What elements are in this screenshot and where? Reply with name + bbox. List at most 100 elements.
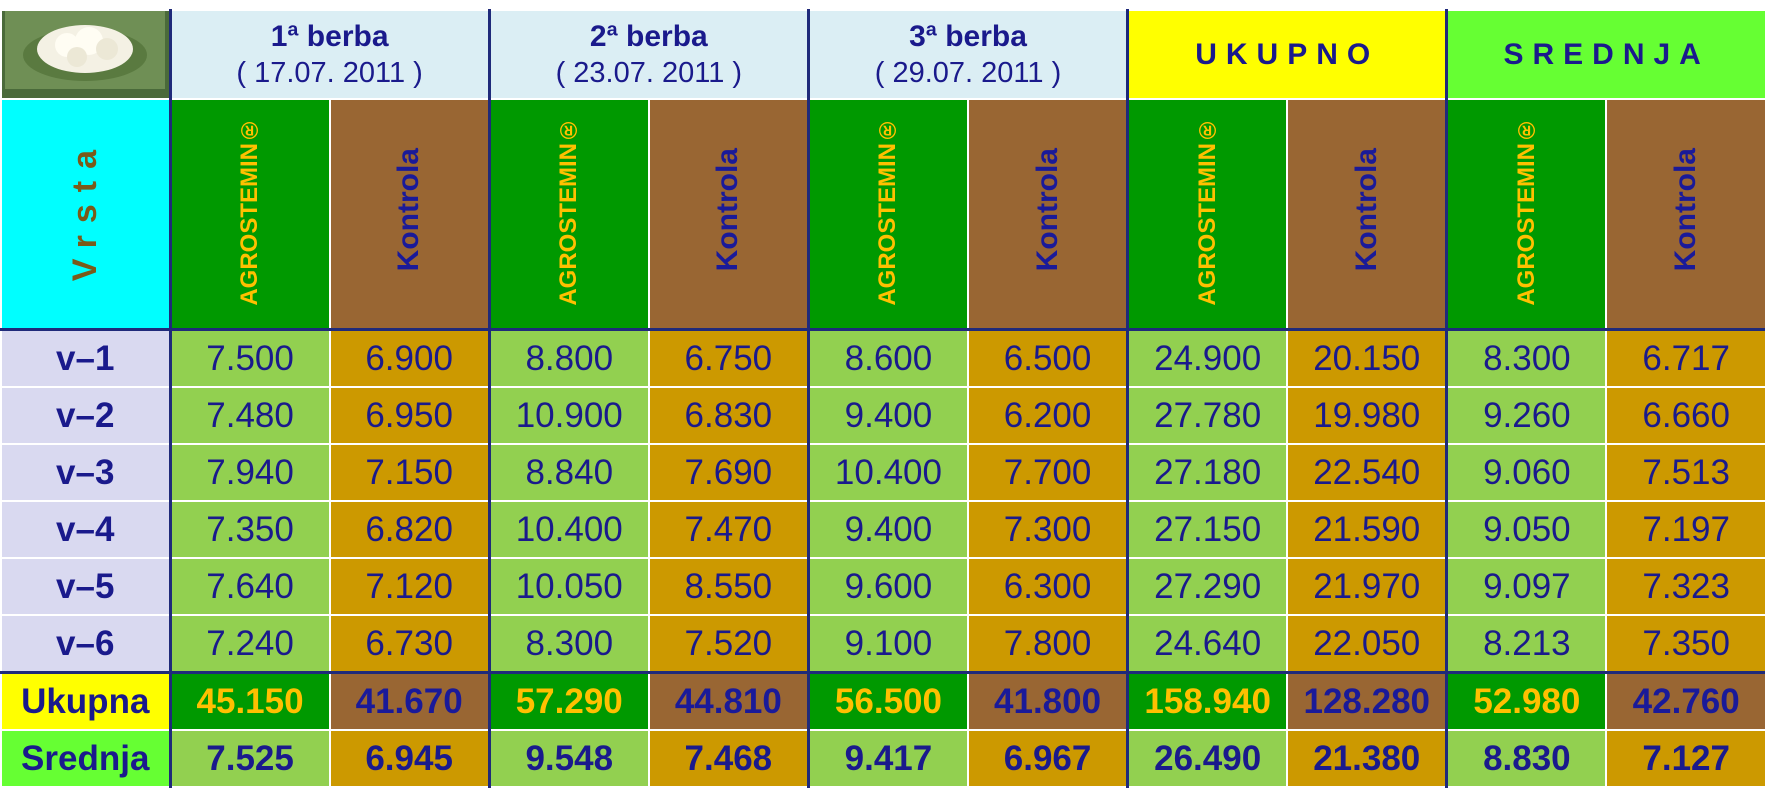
cell: 22.540 xyxy=(1287,444,1447,501)
cell: 7.500 xyxy=(170,330,330,388)
group-header: 3ª berba( 29.07. 2011 ) xyxy=(808,10,1127,99)
group-date: ( 29.07. 2011 ) xyxy=(810,55,1126,91)
cell: 9.400 xyxy=(808,501,968,558)
cell: 21.590 xyxy=(1287,501,1447,558)
cell: 10.400 xyxy=(808,444,968,501)
group-header: 2ª berba( 23.07. 2011 ) xyxy=(489,10,808,99)
cell: 8.550 xyxy=(649,558,809,615)
column-header: AGROSTEMIN® xyxy=(489,99,649,330)
cell: 22.050 xyxy=(1287,615,1447,673)
column-header: Kontrola xyxy=(649,99,809,330)
cell: 158.940 xyxy=(1128,673,1288,731)
cell: 27.180 xyxy=(1128,444,1288,501)
group-header: 1ª berba( 17.07. 2011 ) xyxy=(170,10,489,99)
cell: 7.300 xyxy=(968,501,1128,558)
cell: 7.700 xyxy=(968,444,1128,501)
row-label: v–5 xyxy=(1,558,170,615)
cell: 9.050 xyxy=(1447,501,1607,558)
cell: 6.820 xyxy=(330,501,490,558)
row-label: v–6 xyxy=(1,615,170,673)
cell: 45.150 xyxy=(170,673,330,731)
header-row: 1ª berba( 17.07. 2011 )2ª berba( 23.07. … xyxy=(1,10,1765,99)
row-header: Vrsta xyxy=(1,99,170,330)
cell: 41.670 xyxy=(330,673,490,731)
cell: 8.213 xyxy=(1447,615,1607,673)
row-header-text: Vrsta xyxy=(66,138,105,281)
cell: 7.120 xyxy=(330,558,490,615)
column-header-text: AGROSTEMIN® xyxy=(1194,116,1222,306)
cell: 8.800 xyxy=(489,330,649,388)
column-header-text: Kontrola xyxy=(711,148,745,271)
cell: 8.600 xyxy=(808,330,968,388)
cell: 128.280 xyxy=(1287,673,1447,731)
row-label: Ukupna xyxy=(1,673,170,731)
cell: 44.810 xyxy=(649,673,809,731)
column-header: AGROSTEMIN® xyxy=(1447,99,1607,330)
cell: 9.417 xyxy=(808,730,968,787)
cell: 26.490 xyxy=(1128,730,1288,787)
page: 1ª berba( 17.07. 2011 )2ª berba( 23.07. … xyxy=(0,0,1765,804)
cell: 10.900 xyxy=(489,387,649,444)
cell: 7.940 xyxy=(170,444,330,501)
column-header: AGROSTEMIN® xyxy=(1128,99,1288,330)
cell: 6.730 xyxy=(330,615,490,673)
cell: 21.970 xyxy=(1287,558,1447,615)
cell: 7.640 xyxy=(170,558,330,615)
cell: 6.900 xyxy=(330,330,490,388)
cell: 7.513 xyxy=(1606,444,1765,501)
group-title: 2ª berba xyxy=(491,19,807,55)
column-header: Kontrola xyxy=(1606,99,1765,330)
cell: 8.300 xyxy=(489,615,649,673)
cell: 10.050 xyxy=(489,558,649,615)
group-title: 1ª berba xyxy=(172,19,488,55)
cell: 9.548 xyxy=(489,730,649,787)
group-title: SREDNJA xyxy=(1448,37,1765,73)
column-header-text: Kontrola xyxy=(1350,148,1384,271)
cell: 9.100 xyxy=(808,615,968,673)
column-header: Kontrola xyxy=(1287,99,1447,330)
column-header: Kontrola xyxy=(330,99,490,330)
cell: 6.717 xyxy=(1606,330,1765,388)
cell: 7.350 xyxy=(170,501,330,558)
cell: 27.290 xyxy=(1128,558,1288,615)
column-header-text: AGROSTEMIN® xyxy=(874,116,902,306)
cell: 7.800 xyxy=(968,615,1128,673)
cell: 6.950 xyxy=(330,387,490,444)
cell: 7.197 xyxy=(1606,501,1765,558)
cell: 42.760 xyxy=(1606,673,1765,731)
cell: 24.640 xyxy=(1128,615,1288,673)
cell: 7.150 xyxy=(330,444,490,501)
column-header: AGROSTEMIN® xyxy=(808,99,968,330)
cauliflower-icon xyxy=(5,11,165,89)
cell: 27.780 xyxy=(1128,387,1288,444)
column-header: AGROSTEMIN® xyxy=(170,99,330,330)
cell: 7.690 xyxy=(649,444,809,501)
group-title: UKUPNO xyxy=(1129,37,1445,73)
group-header: SREDNJA xyxy=(1447,10,1765,99)
cell: 7.470 xyxy=(649,501,809,558)
cell: 8.840 xyxy=(489,444,649,501)
row-label: v–1 xyxy=(1,330,170,388)
group-title: 3ª berba xyxy=(810,19,1126,55)
cell: 9.097 xyxy=(1447,558,1607,615)
cell: 7.520 xyxy=(649,615,809,673)
cell: 24.900 xyxy=(1128,330,1288,388)
cell: 6.200 xyxy=(968,387,1128,444)
cell: 7.468 xyxy=(649,730,809,787)
group-date: ( 17.07. 2011 ) xyxy=(172,55,488,91)
row-label: v–2 xyxy=(1,387,170,444)
cell: 7.525 xyxy=(170,730,330,787)
cell: 10.400 xyxy=(489,501,649,558)
group-date: ( 23.07. 2011 ) xyxy=(491,55,807,91)
cell: 9.260 xyxy=(1447,387,1607,444)
cell: 6.945 xyxy=(330,730,490,787)
cell: 6.830 xyxy=(649,387,809,444)
